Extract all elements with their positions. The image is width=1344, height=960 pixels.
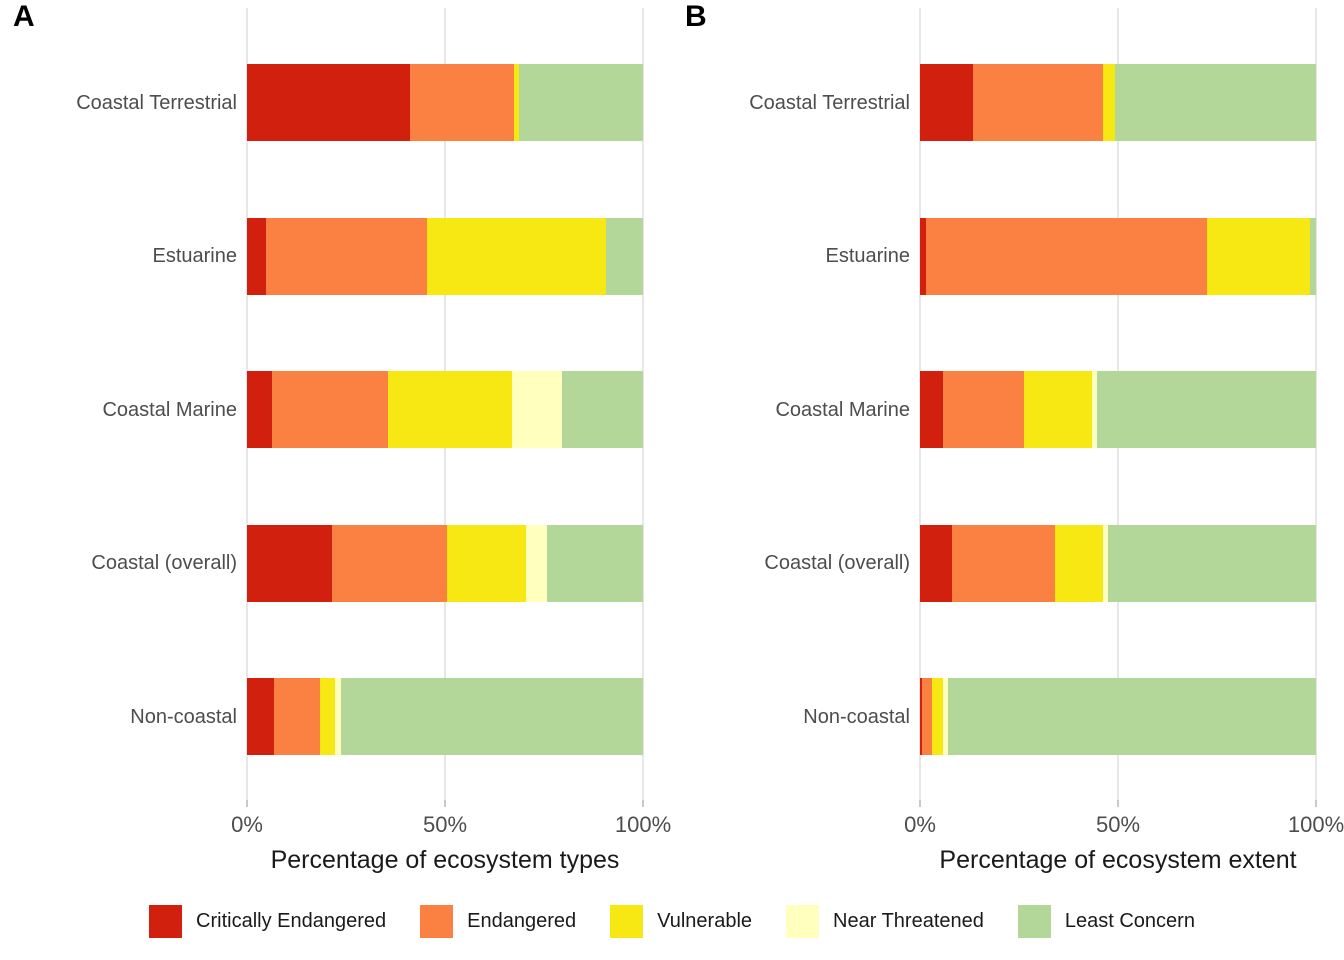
x-axis-title: Percentage of ecosystem extent [939,846,1297,874]
bar-segment [1108,524,1316,602]
bar-segment [942,678,949,755]
x-tick-label: 0% [904,812,936,837]
bar-segment [410,64,515,141]
tick-mark-50 [444,800,446,807]
legend-swatch-near-threatened [786,905,820,938]
gridline-100 [642,8,644,800]
x-tick-label: 0% [231,812,263,837]
bar-segment [247,64,411,141]
legend-label: Vulnerable [657,910,753,932]
tick-mark-0 [246,800,248,807]
tick-mark-100 [1315,800,1317,807]
bar-segment [332,524,447,602]
bar-segment [1024,371,1093,448]
bar-segment [920,371,943,448]
bar-segment [334,678,341,755]
bar-segment [511,371,562,448]
bar-segment [1092,371,1098,448]
legend-item: Vulnerable [610,905,752,938]
panel-label-b: B [685,0,707,33]
bar-segment [1102,524,1109,602]
bar-segment [942,371,1025,448]
bar-segment [1097,371,1316,448]
bar-segment [1055,524,1103,602]
x-axis-title: Percentage of ecosystem types [270,846,620,874]
bar-segment [319,678,335,755]
bar-segment [387,371,512,448]
category-label: Coastal (overall) [91,552,237,574]
bar-segment [1207,217,1311,295]
category-label: Non-coastal [130,705,237,728]
x-tick-label: 100% [1287,812,1344,837]
tick-mark-0 [919,800,921,807]
legend-item: Least Concern [1017,905,1195,938]
tick-mark-100 [642,800,644,807]
bar-segment [920,64,974,141]
category-label: Non-coastal [803,705,910,728]
bar-segment [925,217,1208,295]
legend-swatch-critically-endangered [149,905,183,938]
category-label: Coastal (overall) [764,552,910,574]
legend-swatch-vulnerable [610,905,644,938]
bar-segment [247,217,266,295]
bar-segment [514,64,520,141]
bar-segment [1310,217,1316,295]
bar-segment [973,64,1103,141]
bar-segment [546,524,643,602]
bar-segment [1102,64,1115,141]
legend-label: Endangered [467,910,577,932]
bar-segment [606,217,643,295]
bar-segment [1114,64,1316,141]
bar-segment [920,524,953,602]
bar-segment [340,678,643,755]
bar-segment [247,371,272,448]
bar-segment [525,524,547,602]
bar-segment [561,371,643,448]
x-tick-label: 100% [614,812,672,837]
bar-segment [920,678,922,755]
category-label: Coastal Marine [102,398,237,421]
bar-segment [920,217,926,295]
gridline-100 [1315,8,1317,800]
bar-segment [519,64,643,141]
legend-label: Least Concern [1064,910,1195,932]
legend-label: Near Threatened [833,910,984,932]
bar-segment [247,524,333,602]
bar-segment [446,524,526,602]
category-label: Coastal Terrestrial [749,91,910,114]
category-label: Coastal Marine [775,398,910,421]
bar-segment [931,678,943,755]
legend-item: Near Threatened [786,905,984,938]
bar-segment [952,524,1056,602]
bar-segment [948,678,1316,755]
legend-swatch-least-concern [1017,905,1051,938]
category-label: Estuarine [152,245,238,267]
legend-swatch-endangered [420,905,454,938]
bar-segment [427,217,607,295]
x-tick-label: 50% [1095,812,1141,837]
panel-label-a: A [13,0,35,33]
category-label: Estuarine [825,245,911,267]
category-label: Coastal Terrestrial [76,91,237,114]
legend: Critically Endangered Endangered Vulnerabl… [0,905,1344,938]
legend-item: Critically Endangered [149,905,386,938]
legend-label: Critically Endangered [196,910,387,932]
tick-mark-50 [1117,800,1119,807]
legend-item: Endangered [420,905,576,938]
bar-segment [247,678,274,755]
bar-segment [266,217,428,295]
bar-segment [273,678,320,755]
bar-segment [271,371,388,448]
bar-segment [921,678,932,755]
x-tick-label: 50% [422,812,468,837]
